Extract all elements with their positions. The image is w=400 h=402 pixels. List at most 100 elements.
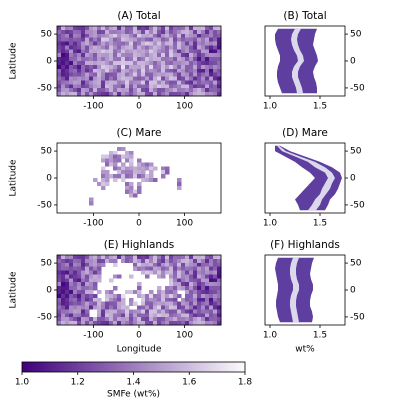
map-cell <box>129 53 134 58</box>
map-cell <box>197 72 202 77</box>
map-cell <box>101 88 106 93</box>
map-cell <box>113 76 118 81</box>
map-cell <box>153 313 158 318</box>
map-cell <box>101 158 106 163</box>
map-cell <box>137 33 142 38</box>
map-cell <box>141 49 146 54</box>
map-cell <box>61 49 66 54</box>
map-cell <box>109 278 114 283</box>
map-cell <box>137 49 142 54</box>
map-cell <box>89 45 94 50</box>
map-cell <box>69 297 74 302</box>
map-cell <box>193 92 198 97</box>
map-cell <box>65 53 70 58</box>
map-cell <box>57 45 62 50</box>
map-cell <box>209 92 214 97</box>
map-cell <box>97 76 102 81</box>
y-tick-label: 0 <box>46 174 52 184</box>
map-cell <box>197 57 202 62</box>
map-cell <box>85 266 90 271</box>
map-cell <box>125 181 130 187</box>
map-cell <box>125 154 130 159</box>
map-cell <box>65 305 70 310</box>
map-cell <box>161 317 166 322</box>
map-cell <box>125 37 130 42</box>
map-cell <box>133 92 138 97</box>
map-cell <box>85 61 90 66</box>
map-cell <box>177 309 182 314</box>
map-cell <box>109 162 114 167</box>
map-cell <box>61 26 66 31</box>
profile-band <box>291 28 304 94</box>
map-cell <box>65 282 70 287</box>
map-cell <box>77 33 82 38</box>
map-cell <box>173 290 178 295</box>
map-cell <box>121 45 126 50</box>
map-cell <box>97 80 102 85</box>
map-cell <box>197 29 202 35</box>
map-cell <box>189 61 194 66</box>
map-cell <box>161 305 166 310</box>
map-cell <box>77 41 82 46</box>
map-cell <box>81 255 86 260</box>
map-cell <box>177 255 182 260</box>
map-texture <box>89 146 182 206</box>
map-cell <box>109 80 114 85</box>
map-cell <box>89 29 94 35</box>
map-cell <box>149 255 154 260</box>
map-cell <box>113 64 118 70</box>
map-cell <box>197 309 202 314</box>
map-cell <box>105 37 110 42</box>
map-cell <box>165 293 170 299</box>
map-cell <box>73 305 78 310</box>
map-cell <box>149 80 154 85</box>
map-cell <box>153 84 158 89</box>
map-cell <box>137 266 142 271</box>
map-cell <box>209 321 214 326</box>
map-cell <box>201 72 206 77</box>
map-cell <box>101 41 106 46</box>
map-cell <box>153 258 158 264</box>
map-cell <box>121 33 126 38</box>
map-cell <box>57 53 62 58</box>
map-cell <box>157 266 162 271</box>
panel-title: (D) Mare <box>282 127 328 139</box>
map-cell <box>133 72 138 77</box>
map-cell <box>185 29 190 35</box>
map-cell <box>77 49 82 54</box>
map-cell <box>205 274 210 279</box>
map-cell <box>161 290 166 295</box>
map-cell <box>145 262 150 267</box>
map-cell <box>109 154 114 159</box>
map-cell <box>209 26 214 31</box>
map-cell <box>157 313 162 318</box>
map-cell <box>161 29 166 35</box>
map-cell <box>109 53 114 58</box>
map-cell <box>101 45 106 50</box>
map-cell <box>157 305 162 310</box>
map-cell <box>189 297 194 302</box>
map-cell <box>165 166 170 171</box>
map-cell <box>81 305 86 310</box>
map-cell <box>125 68 130 73</box>
x-tick-label: 0 <box>136 331 142 341</box>
map-cell <box>197 92 202 97</box>
map-cell <box>173 26 178 31</box>
map-cell <box>117 33 122 38</box>
map-cell <box>81 76 86 81</box>
map-cell <box>141 174 146 179</box>
map-cell <box>209 255 214 260</box>
map-cell <box>201 317 206 322</box>
map-cell <box>77 61 82 66</box>
map-cell <box>93 68 98 73</box>
map-cell <box>181 286 186 291</box>
map-cell <box>81 92 86 97</box>
map-cell <box>117 154 122 159</box>
map-cell <box>173 29 178 35</box>
map-cell <box>137 72 142 77</box>
map-cell <box>189 92 194 97</box>
map-cell <box>97 270 102 275</box>
map-cell <box>73 290 78 295</box>
map-cell <box>205 293 210 299</box>
y-tick-label: 50 <box>350 147 362 157</box>
